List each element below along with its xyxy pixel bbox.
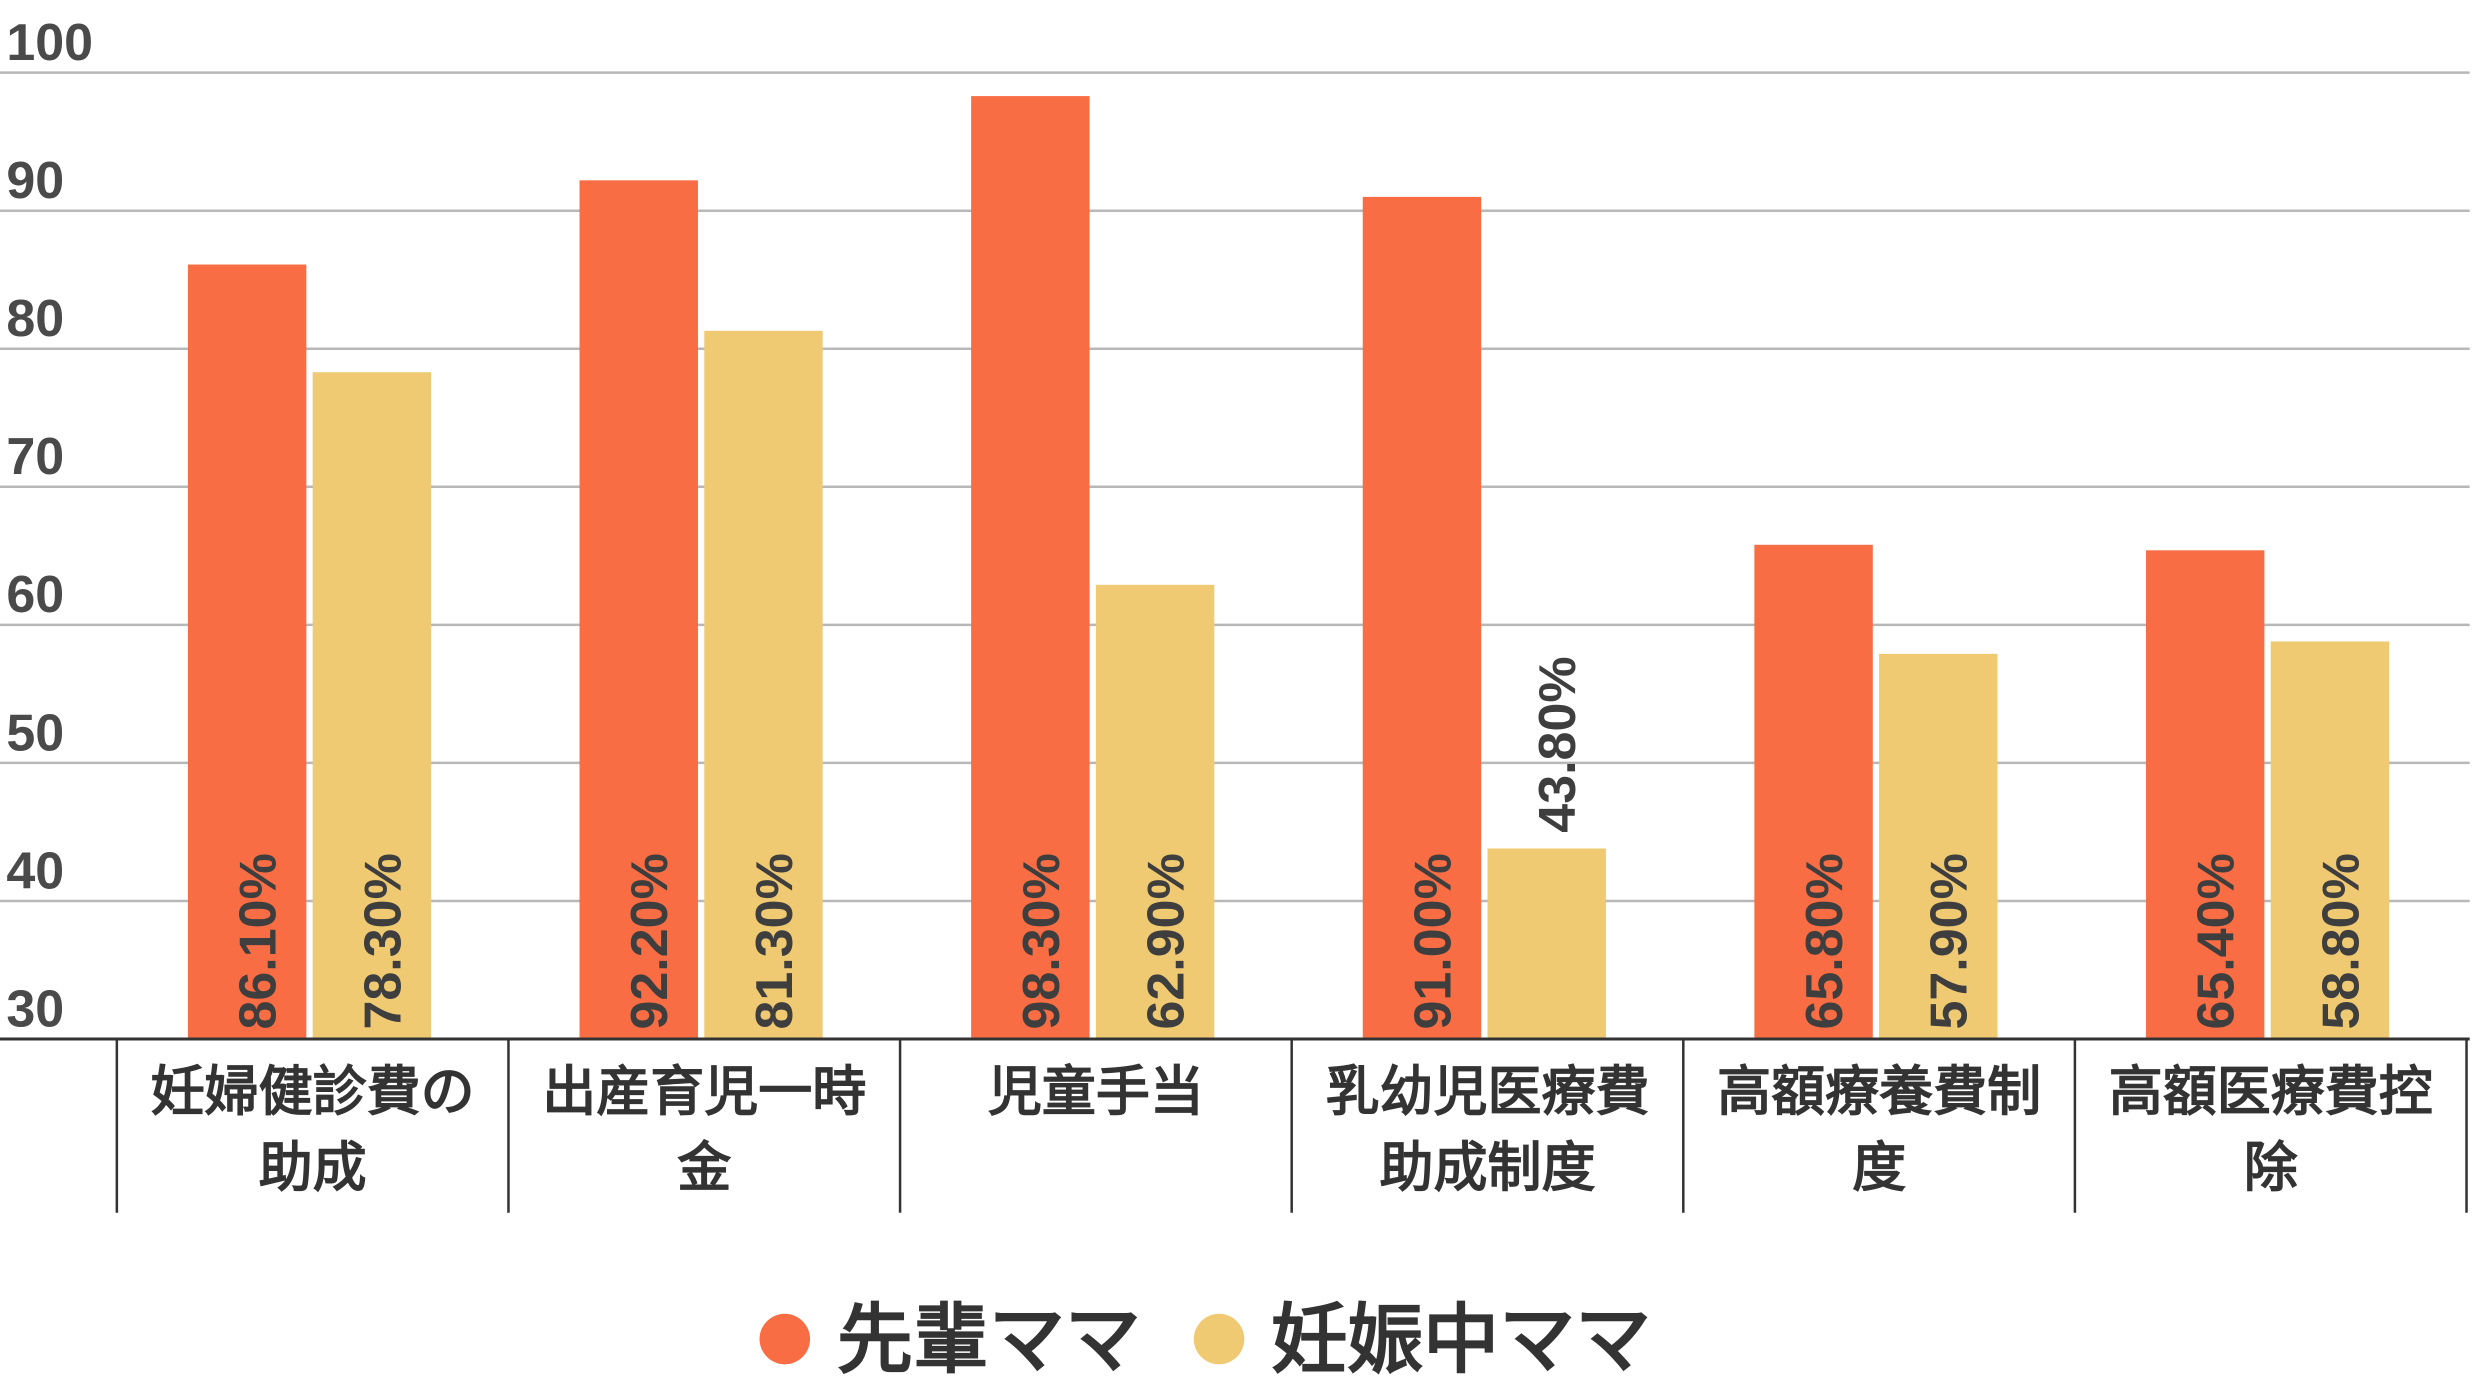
y-axis-ticks: 30 40 50 60 70 80 90 100: [6, 14, 93, 1038]
data-label: 86.10%: [230, 853, 288, 1029]
data-label: 78.30%: [354, 853, 412, 1029]
bar: [2145, 550, 2265, 1040]
y-tick-label: 60: [6, 566, 64, 624]
bar: [312, 372, 432, 1040]
bars: [187, 96, 2390, 1040]
data-label: 43.80%: [1529, 656, 1587, 832]
data-label: 58.80%: [2312, 853, 2370, 1029]
bar: [187, 264, 307, 1040]
bar: [971, 96, 1090, 1040]
bar: [1879, 653, 1998, 1040]
y-tick-label: 30: [6, 980, 64, 1038]
bar: [1362, 196, 1482, 1040]
legend-label: 妊娠中ママ: [1271, 1295, 1651, 1384]
data-label: 65.80%: [1796, 853, 1854, 1029]
y-tick-label: 40: [6, 842, 64, 900]
data-labels: 86.10% 92.20% 98.30% 91.00% 65.80% 65.40% 78.3…: [230, 656, 2371, 1029]
bar: [2270, 641, 2390, 1040]
legend-swatch: [1193, 1313, 1245, 1365]
data-label: 91.00%: [1404, 853, 1462, 1029]
x-tick-label: 出産育児一時金: [542, 1060, 866, 1199]
legend-swatch: [759, 1313, 811, 1365]
bar: [704, 330, 823, 1040]
data-label: 62.90%: [1138, 853, 1196, 1029]
x-tick-label: 高額医療費控除: [2109, 1060, 2433, 1199]
data-label: 57.90%: [1921, 853, 1979, 1029]
x-tick-label: 乳幼児医療費助成制度: [1325, 1060, 1649, 1199]
x-tick-label: 児童手当: [988, 1060, 1204, 1123]
x-tick-label: 妊婦健診費の助成: [151, 1060, 475, 1199]
y-tick-label: 50: [6, 704, 64, 762]
bar: [1095, 584, 1215, 1040]
bar: [1754, 544, 1873, 1040]
data-label: 98.30%: [1013, 853, 1071, 1029]
data-label: 81.30%: [746, 853, 804, 1029]
legend-label: 先輩ママ: [837, 1295, 1141, 1384]
x-tick-label: 高額療養費制度: [1717, 1060, 2041, 1199]
y-tick-label: 100: [6, 14, 93, 72]
bar: [1487, 848, 1606, 1040]
bar: [579, 180, 698, 1040]
data-label: 65.40%: [2188, 853, 2246, 1029]
y-tick-label: 70: [6, 428, 64, 486]
data-label: 92.20%: [621, 853, 679, 1029]
legend: 先輩ママ 妊娠中ママ: [759, 1295, 1651, 1384]
y-tick-label: 80: [6, 290, 64, 348]
y-tick-label: 90: [6, 152, 64, 210]
